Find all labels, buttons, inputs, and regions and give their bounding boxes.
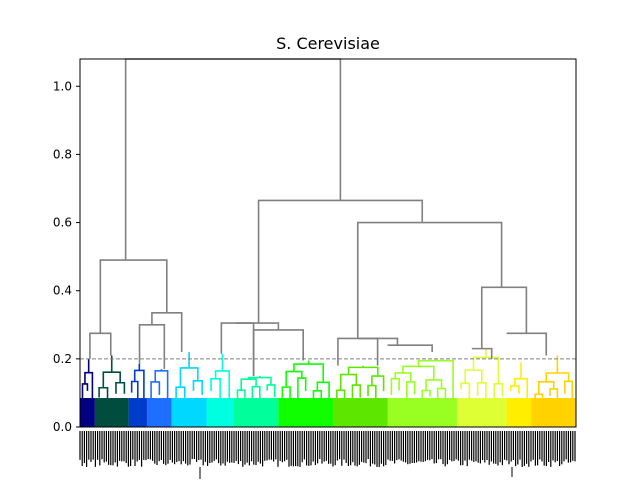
cluster-2-link [133,369,145,401]
cluster-12-leaf-block [531,398,576,427]
cluster-7-link [281,386,291,400]
cluster-9-link [425,379,443,391]
cluster-6-link [240,378,257,391]
cluster-2-leaf-block [128,398,147,427]
upper-link-10 [471,347,493,359]
link-area [89,58,548,376]
cluster-12-link [538,380,555,395]
cluster-5-leaf-block [206,398,234,427]
cluster-11-link [509,385,520,394]
cluster-4-link [192,379,203,395]
cluster-6-leaf-block [233,398,279,427]
upper-link-11 [506,332,548,356]
upper-link-5 [252,329,304,376]
cluster-0-link [81,383,89,407]
upper-link-3 [99,259,168,334]
cluster-9-link [421,389,431,403]
cluster-0-leaf-block [80,398,95,427]
cluster-12-link [564,380,574,399]
chart-title: S. Cerevisiae [276,34,380,53]
cluster-1-link [115,381,126,394]
leaf-labels [79,431,576,479]
upper-link-15 [124,58,342,261]
leaf-area [79,348,576,479]
y-tick-label: 0.4 [53,284,72,298]
cluster-7-link [285,370,303,388]
cluster-4-link [179,367,199,388]
cluster-8-link [351,384,362,401]
axes-area: 0.0 0.2 0.4 0.6 0.8 1.0 [53,58,577,434]
cluster-1-link [102,371,121,388]
upper-link-14 [257,199,424,324]
upper-link-6 [236,322,280,330]
cluster-6-link [251,385,261,402]
y-tick-label: 0.0 [53,420,72,434]
cluster-5-link [214,370,231,401]
y-tick-label: 1.0 [53,79,72,93]
cluster-9-link [417,359,454,400]
cluster-8-leaf-block [332,398,388,427]
cluster-8-link [336,389,346,401]
cluster-9-link [406,381,416,400]
y-tick-label: 0.8 [53,147,72,161]
cluster-7-link [316,381,330,401]
upper-link-2 [151,312,183,353]
cluster-8-link [371,375,385,392]
cluster-9-link [390,377,400,395]
cluster-10-leaf-block [456,398,507,427]
upper-link-7 [337,337,379,366]
upper-link-12 [480,286,528,349]
cluster-4-link [175,386,186,405]
y-tick-label: 0.2 [53,352,72,366]
cluster-4-leaf-block [171,398,207,427]
cluster-1-leaf-block [94,398,129,427]
upper-link-9 [387,344,433,353]
upper-link-1 [138,323,166,370]
cluster-10-link [464,369,483,384]
y-tick-label: 0.6 [53,216,72,230]
cluster-10-link [493,383,504,399]
plot-frame [79,58,577,428]
cluster-7-leaf-block [278,398,333,427]
upper-link-8 [357,337,399,346]
cluster-5-link [210,378,221,401]
upper-link-13 [356,221,503,339]
upper-link-0 [89,332,112,359]
cluster-10-link [476,382,487,405]
upper-link-4 [220,322,255,376]
cluster-12-link [549,388,559,403]
cluster-8-link [339,373,358,391]
cluster-6-link [247,376,272,385]
cluster-6-link [266,384,276,398]
cluster-9-link [394,372,412,382]
cluster-8-link [367,384,377,403]
cluster-11-leaf-block [506,398,532,427]
cluster-0-link [84,371,94,402]
cluster-3-link [154,369,169,399]
cluster-12-link [545,372,570,382]
cluster-9-leaf-block [387,398,457,427]
cluster-7-link [293,363,325,383]
